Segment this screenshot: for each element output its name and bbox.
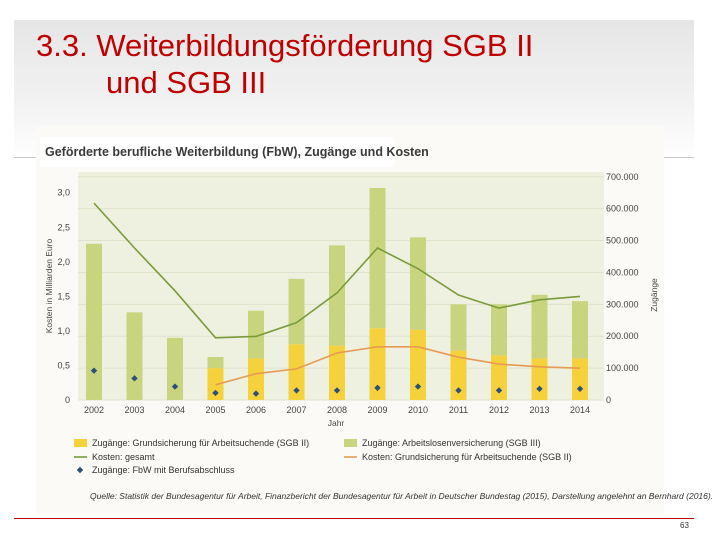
y-axis-right-label: Zugänge: [649, 278, 659, 312]
legend-label: Kosten: Grundsicherung für Arbeitsuchend…: [362, 452, 572, 462]
category-label: 2003: [124, 405, 144, 415]
legend-label: Zugänge: Arbeitslosenversicherung (SGB I…: [362, 438, 541, 448]
bar: [450, 350, 467, 400]
right-tick-label: 500.000: [606, 236, 639, 246]
category-label: 2005: [205, 405, 225, 415]
bar: [329, 245, 345, 346]
bar: [248, 310, 264, 359]
category-label: 2006: [246, 405, 266, 415]
category-label: 2007: [286, 405, 306, 415]
bar: [531, 358, 548, 400]
data-point: [576, 385, 584, 393]
left-tick-label: 3,0: [57, 188, 70, 198]
bar: [491, 304, 507, 356]
category-label: 2009: [367, 405, 387, 415]
bar: [572, 301, 588, 359]
data-point: [374, 384, 381, 392]
bar: [531, 294, 548, 359]
right-tick-label: 700.000: [606, 172, 639, 182]
legend-label: Zugänge: Grundsicherung für Arbeitsuchen…: [92, 438, 309, 448]
legend-swatch: [344, 439, 357, 447]
bar: [126, 312, 143, 400]
data-point: [131, 375, 138, 382]
data-point: [171, 383, 179, 390]
left-tick-label: 1,0: [57, 326, 70, 336]
legend-swatch: [74, 439, 87, 447]
data-point: [414, 383, 422, 390]
slide-title-line-2: und SGB III: [106, 65, 267, 100]
right-tick-label: 400.000: [606, 267, 639, 277]
data-point: [333, 387, 341, 394]
bar: [207, 356, 224, 369]
bar: [450, 304, 467, 351]
y-axis-left-label: Kosten in Milliarden Euro: [44, 238, 54, 333]
bar: [572, 358, 588, 400]
legend-label: Kosten: gesamt: [92, 452, 155, 462]
bar: [288, 344, 305, 400]
data-point: [495, 387, 503, 394]
chart-source: Quelle: Statistik der Bundesagentur für …: [90, 491, 714, 501]
bar: [329, 345, 345, 400]
left-tick-label: 1,5: [57, 291, 70, 301]
bar: [410, 237, 426, 330]
data-point: [212, 389, 219, 397]
right-tick-label: 300.000: [606, 299, 639, 309]
legend-label: Zugänge: FbW mit Berufsabschluss: [92, 465, 235, 475]
category-label: 2012: [489, 405, 509, 415]
x-axis-label: Jahr: [328, 418, 345, 428]
left-tick-label: 0: [65, 395, 70, 405]
data-point: [293, 387, 300, 394]
category-label: 2013: [529, 405, 549, 415]
page-number: 63: [680, 521, 689, 530]
bar: [86, 243, 102, 400]
left-tick-label: 0,5: [57, 360, 70, 370]
series-line: [215, 346, 581, 386]
footer-rule: [14, 518, 694, 519]
left-tick-label: 2,0: [57, 257, 70, 267]
slide-title: 3.3. Weiterbildungsförderung SGB II und …: [36, 27, 533, 101]
bar: [248, 358, 264, 400]
right-tick-label: 600.000: [606, 204, 639, 214]
series-line: [93, 202, 581, 339]
bar: [167, 337, 183, 400]
left-tick-label: 2,5: [57, 222, 70, 232]
bar: [491, 355, 507, 400]
data-point: [455, 387, 462, 394]
bar: [288, 278, 305, 345]
category-label: 2008: [327, 405, 347, 415]
bar: [369, 187, 386, 329]
category-label: 2002: [84, 405, 104, 415]
category-label: 2004: [165, 405, 185, 415]
slide-title-line-1: 3.3. Weiterbildungsförderung SGB II: [36, 28, 534, 63]
right-tick-label: 100.000: [606, 363, 639, 373]
right-tick-label: 200.000: [606, 331, 639, 341]
chart-title: Geförderte berufliche Weiterbildung (FbW…: [40, 137, 429, 167]
right-tick-label: 0: [606, 395, 611, 405]
category-label: 2014: [570, 405, 590, 415]
data-point: [90, 367, 98, 374]
category-label: 2011: [449, 405, 468, 415]
category-label: 2010: [408, 405, 428, 415]
data-point: [252, 390, 260, 397]
data-point: [536, 385, 543, 393]
legend-swatch: [76, 466, 84, 474]
